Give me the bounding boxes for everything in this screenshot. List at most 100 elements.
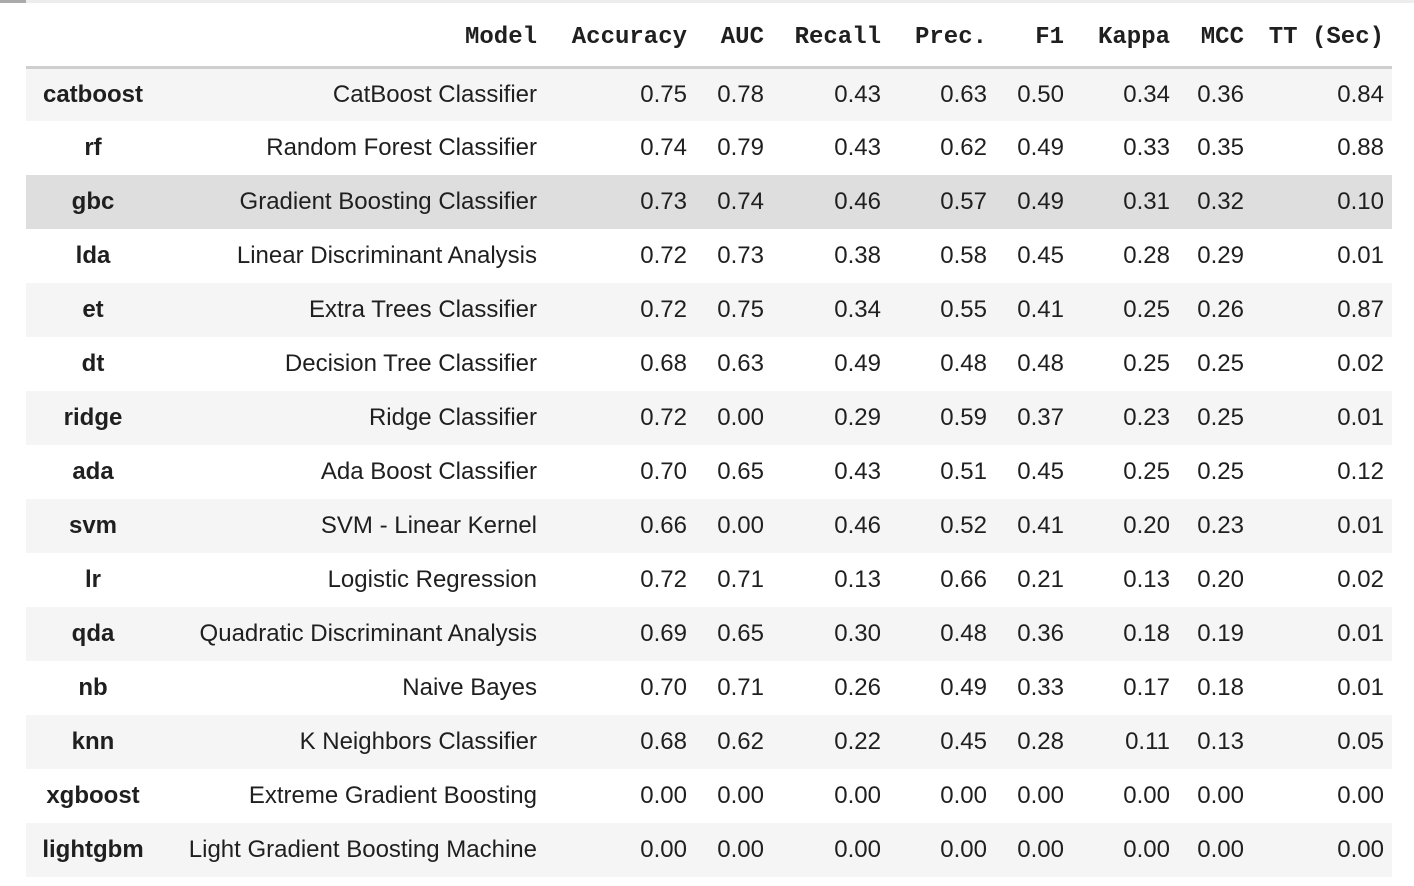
metric-cell-prec: 0.45: [940, 728, 987, 755]
metric-cell-f1: 0.00: [1017, 782, 1064, 809]
metric-cell-kappa: 0.00: [1123, 836, 1170, 863]
row-index-label: lda: [75, 242, 111, 269]
model-name-cell: CatBoost Classifier: [332, 80, 537, 108]
model-name-cell: SVM - Linear Kernel: [320, 512, 537, 539]
metric-cell-accuracy: 0.75: [640, 80, 687, 108]
metric-cell-f1: 0.36: [1017, 620, 1064, 647]
metric-cell-mcc: 0.23: [1197, 512, 1244, 539]
metric-cell-tt-sec: 0.00: [1337, 782, 1384, 809]
horizontal-scrollbar-thumb[interactable]: [0, 0, 26, 3]
column-header-mcc: MCC: [1178, 3, 1252, 69]
metric-cell-kappa: 0.34: [1123, 80, 1170, 108]
metric-cell-prec: 0.66: [940, 566, 987, 593]
table-row: catboost CatBoost Classifier 0.75 0.78 0…: [26, 67, 1392, 121]
table-row: gbc Gradient Boosting Classifier 0.73 0.…: [26, 175, 1392, 229]
metric-cell-prec: 0.52: [940, 512, 987, 539]
metric-cell-accuracy: 0.68: [640, 350, 687, 377]
header-row: Model Accuracy AUC Recall Prec. F1 Kappa…: [26, 3, 1392, 69]
metric-cell-recall: 0.30: [834, 620, 881, 647]
metric-cell-kappa: 0.25: [1123, 296, 1170, 323]
metric-cell-mcc: 0.29: [1197, 242, 1244, 269]
metric-cell-accuracy: 0.68: [640, 728, 687, 755]
metric-cell-kappa: 0.33: [1123, 134, 1170, 161]
metric-cell-auc: 0.00: [717, 836, 764, 863]
metric-cell-auc: 0.65: [717, 620, 764, 647]
metric-cell-auc: 0.75: [717, 296, 764, 323]
table-row: lightgbm Light Gradient Boosting Machine…: [26, 823, 1392, 877]
column-header-auc: AUC: [695, 3, 772, 69]
metric-cell-prec: 0.57: [940, 188, 987, 215]
metric-cell-tt-sec: 0.05: [1337, 728, 1384, 755]
metric-cell-accuracy: 0.70: [640, 674, 687, 701]
metric-cell-recall: 0.29: [834, 404, 881, 431]
metric-cell-prec: 0.55: [940, 296, 987, 323]
column-header-accuracy: Accuracy: [545, 3, 695, 69]
metric-cell-f1: 0.41: [1017, 512, 1064, 539]
metric-cell-f1: 0.37: [1017, 404, 1064, 431]
metric-cell-kappa: 0.00: [1123, 782, 1170, 809]
metric-cell-tt-sec: 0.02: [1337, 350, 1384, 377]
model-name-cell: Linear Discriminant Analysis: [236, 242, 537, 269]
metric-cell-f1: 0.41: [1017, 296, 1064, 323]
metric-cell-accuracy: 0.72: [640, 404, 687, 431]
metric-cell-prec: 0.58: [940, 242, 987, 269]
metric-cell-tt-sec: 0.02: [1337, 566, 1384, 593]
metric-cell-f1: 0.21: [1017, 566, 1064, 593]
model-name-cell: Logistic Regression: [327, 566, 537, 593]
metric-cell-accuracy: 0.73: [640, 188, 687, 215]
metric-cell-auc: 0.71: [717, 566, 764, 593]
metric-cell-recall: 0.22: [834, 728, 881, 755]
metric-cell-auc: 0.00: [717, 404, 764, 431]
metric-cell-recall: 0.43: [834, 458, 881, 485]
row-index-label: dt: [81, 350, 105, 377]
metric-cell-auc: 0.78: [717, 80, 764, 108]
column-header-tt-sec: TT (Sec): [1252, 3, 1392, 69]
row-index-label: xgboost: [46, 782, 140, 809]
metric-cell-tt-sec: 0.12: [1337, 458, 1384, 485]
row-index-label: et: [82, 296, 104, 323]
metric-cell-auc: 0.65: [717, 458, 764, 485]
metric-cell-accuracy: 0.72: [640, 296, 687, 323]
metric-cell-mcc: 0.19: [1197, 620, 1244, 647]
model-name-cell: Naive Bayes: [402, 674, 537, 701]
row-index-label: qda: [71, 620, 115, 647]
metric-cell-tt-sec: 0.87: [1337, 296, 1384, 323]
metric-cell-kappa: 0.11: [1125, 728, 1170, 755]
metric-cell-mcc: 0.25: [1197, 350, 1244, 377]
metric-cell-kappa: 0.13: [1123, 566, 1170, 593]
row-index-label: lightgbm: [42, 836, 144, 863]
metric-cell-recall: 0.00: [834, 782, 881, 809]
metric-cell-kappa: 0.23: [1123, 404, 1170, 431]
metric-cell-prec: 0.51: [940, 458, 987, 485]
metric-cell-auc: 0.79: [717, 134, 764, 161]
table-header: Model Accuracy AUC Recall Prec. F1 Kappa…: [26, 3, 1392, 69]
metric-cell-recall: 0.38: [834, 242, 881, 269]
metric-cell-accuracy: 0.66: [640, 512, 687, 539]
metric-cell-mcc: 0.18: [1197, 674, 1244, 701]
column-header-kappa: Kappa: [1072, 3, 1178, 69]
metric-cell-mcc: 0.20: [1197, 566, 1244, 593]
metric-cell-tt-sec: 0.00: [1337, 836, 1384, 863]
model-name-cell: Decision Tree Classifier: [284, 350, 537, 377]
metric-cell-recall: 0.43: [834, 80, 881, 108]
table-row: et Extra Trees Classifier 0.72 0.75 0.34…: [26, 283, 1392, 337]
row-index-label: rf: [84, 134, 102, 161]
metric-cell-accuracy: 0.72: [640, 566, 687, 593]
metric-cell-recall: 0.49: [834, 350, 881, 377]
table-row: xgboost Extreme Gradient Boosting 0.00 0…: [26, 769, 1392, 823]
table-row: knn K Neighbors Classifier 0.68 0.62 0.2…: [26, 715, 1392, 769]
column-header-recall: Recall: [772, 3, 889, 69]
model-name-cell: Extreme Gradient Boosting: [248, 782, 537, 809]
metric-cell-tt-sec: 0.01: [1337, 404, 1384, 431]
table-row: lr Logistic Regression 0.72 0.71 0.13 0.…: [26, 553, 1392, 607]
metric-cell-mcc: 0.35: [1197, 134, 1244, 161]
model-comparison-table: Model Accuracy AUC Recall Prec. F1 Kappa…: [26, 3, 1392, 877]
metric-cell-kappa: 0.25: [1123, 350, 1170, 377]
row-index-label: gbc: [71, 188, 115, 215]
metric-cell-recall: 0.46: [834, 512, 881, 539]
model-name-cell: Gradient Boosting Classifier: [239, 188, 537, 215]
model-name-cell: K Neighbors Classifier: [299, 728, 537, 755]
table-row: ada Ada Boost Classifier 0.70 0.65 0.43 …: [26, 445, 1392, 499]
model-name-cell: Ada Boost Classifier: [320, 458, 537, 485]
metric-cell-kappa: 0.31: [1123, 188, 1170, 215]
